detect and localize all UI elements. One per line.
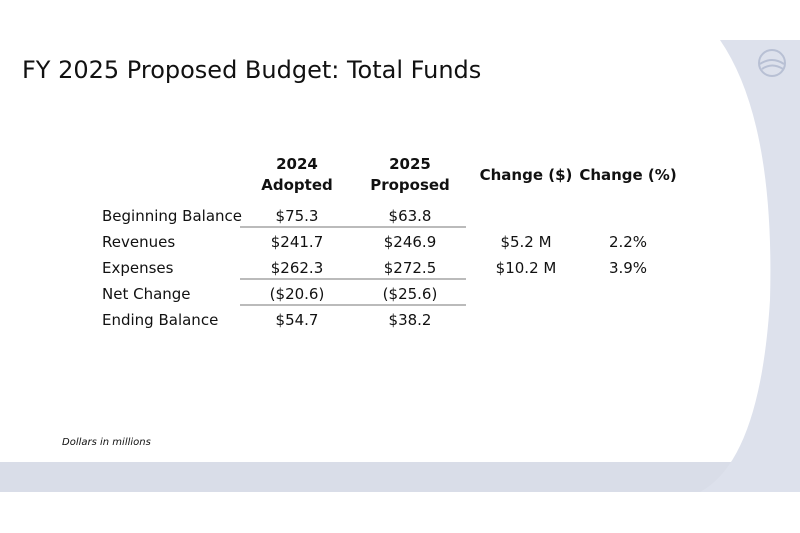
cell: $262.3 <box>270 259 324 277</box>
logo <box>758 49 786 77</box>
title: FY 2025 Proposed Budget: Total Funds <box>22 56 482 84</box>
cell: $246.9 <box>383 233 437 251</box>
row-label: Net Change <box>102 285 191 303</box>
column-header: 2025 Proposed <box>370 155 450 194</box>
bottom-band <box>0 462 800 492</box>
side-curve <box>700 40 800 492</box>
cell: $10.2 M <box>495 259 557 277</box>
cell: ($20.6) <box>269 285 325 303</box>
column-header: Change ($) <box>479 166 573 184</box>
cell: $241.7 <box>270 233 324 251</box>
cell: $38.2 <box>388 311 432 329</box>
column-header: Change (%) <box>579 166 677 184</box>
row-label: Revenues <box>102 233 176 251</box>
row-label: Expenses <box>102 259 174 277</box>
logo-wave <box>759 59 785 70</box>
cell: $63.8 <box>388 207 432 225</box>
cell: 3.9% <box>608 259 648 277</box>
footnote: Dollars in millions <box>62 437 151 448</box>
cell: 2.2% <box>608 233 648 251</box>
column-header: 2024 Adopted <box>261 155 333 194</box>
cell: ($25.6) <box>382 285 438 303</box>
row-label: Ending Balance <box>102 311 219 329</box>
cell: $75.3 <box>275 207 319 225</box>
cell: $54.7 <box>275 311 319 329</box>
row-label: Beginning Balance <box>102 207 243 225</box>
cell: $5.2 M <box>500 233 552 251</box>
cell: $272.5 <box>383 259 437 277</box>
